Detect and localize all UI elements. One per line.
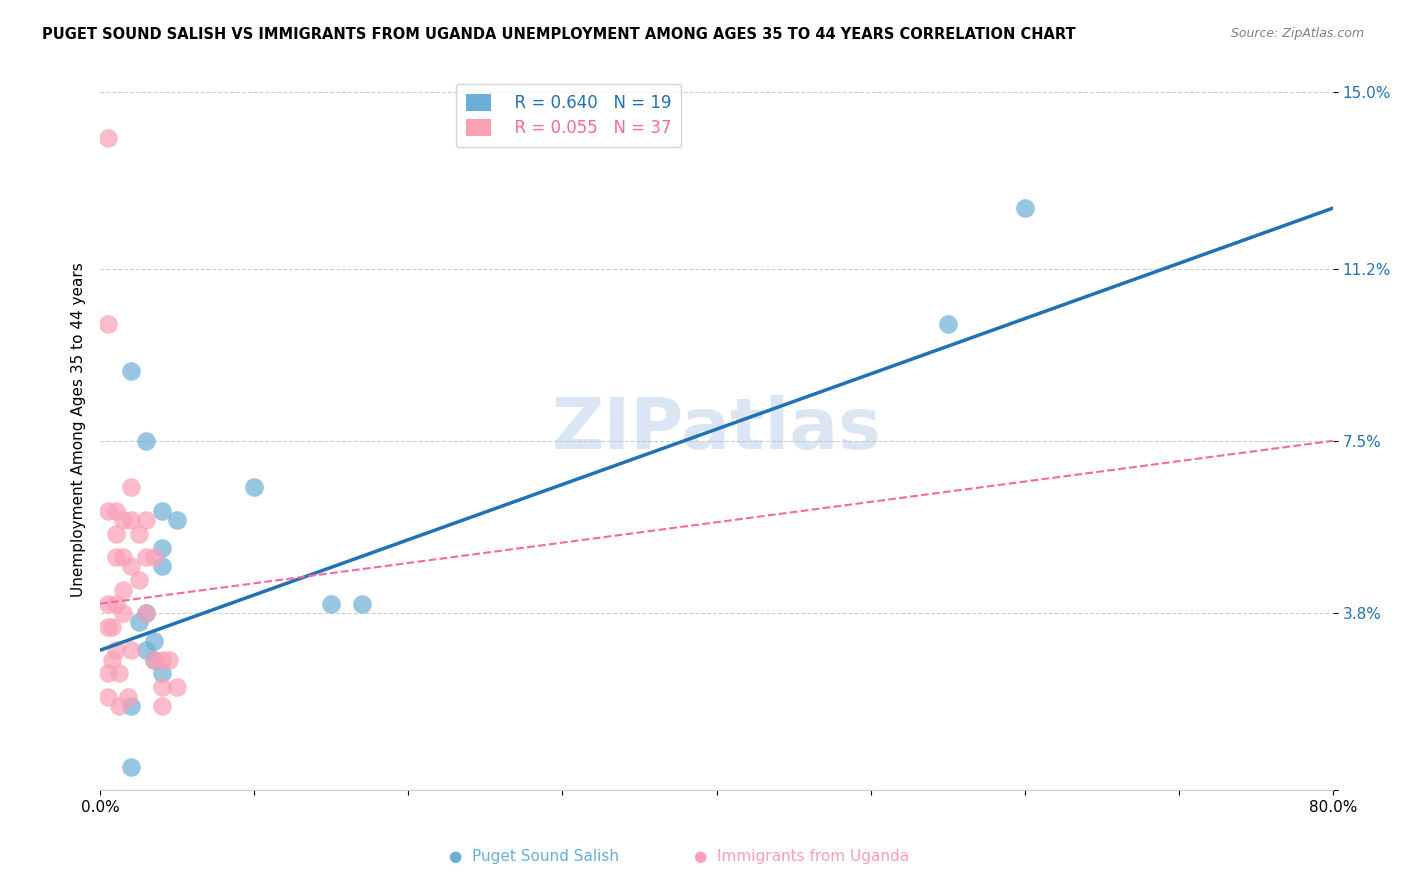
Point: [166, 513, 188, 527]
Point: [143, 634, 166, 648]
Text: Source: ZipAtlas.com: Source: ZipAtlas.com: [1230, 27, 1364, 40]
Point: [97, 131, 120, 145]
Point: [97, 503, 120, 517]
Point: [1014, 201, 1036, 215]
Point: [107, 699, 129, 714]
Text: PUGET SOUND SALISH VS IMMIGRANTS FROM UGANDA UNEMPLOYMENT AMONG AGES 35 TO 44 YE: PUGET SOUND SALISH VS IMMIGRANTS FROM UG…: [42, 27, 1076, 42]
Point: [352, 597, 374, 611]
Point: [107, 666, 129, 681]
Point: [135, 434, 157, 448]
Point: [97, 666, 120, 681]
Point: [143, 652, 166, 666]
Point: [120, 559, 142, 574]
Point: [120, 364, 142, 378]
Point: [321, 597, 343, 611]
Point: [243, 480, 266, 494]
Point: [150, 666, 173, 681]
Point: [135, 513, 157, 527]
Y-axis label: Unemployment Among Ages 35 to 44 years: Unemployment Among Ages 35 to 44 years: [72, 262, 86, 597]
Point: [112, 582, 135, 597]
Point: [135, 606, 157, 620]
Point: [120, 759, 142, 773]
Point: [104, 643, 127, 657]
Point: [135, 606, 157, 620]
Point: [104, 503, 127, 517]
Point: [104, 597, 127, 611]
Point: [120, 480, 142, 494]
Point: [104, 527, 127, 541]
Point: [150, 559, 173, 574]
Point: [101, 652, 124, 666]
Point: [150, 541, 173, 555]
Point: [143, 652, 166, 666]
Point: [143, 550, 166, 565]
Point: [97, 620, 120, 634]
Point: [150, 699, 173, 714]
Point: [112, 513, 135, 527]
Text: ●  Immigrants from Uganda: ● Immigrants from Uganda: [693, 849, 910, 863]
Point: [97, 597, 120, 611]
Point: [112, 606, 135, 620]
Point: [135, 643, 157, 657]
Text: ZIPatlas: ZIPatlas: [551, 394, 882, 464]
Legend:   R = 0.640   N = 19,   R = 0.055   N = 37: R = 0.640 N = 19, R = 0.055 N = 37: [456, 84, 682, 147]
Point: [97, 318, 120, 332]
Point: [112, 550, 135, 565]
Point: [120, 513, 142, 527]
Point: [97, 690, 120, 704]
Point: [166, 681, 188, 695]
Point: [150, 652, 173, 666]
Point: [128, 574, 150, 588]
Text: ●  Puget Sound Salish: ● Puget Sound Salish: [450, 849, 619, 863]
Point: [150, 681, 173, 695]
Point: [135, 550, 157, 565]
Point: [117, 690, 139, 704]
Point: [120, 699, 142, 714]
Point: [101, 620, 124, 634]
Point: [150, 503, 173, 517]
Point: [128, 527, 150, 541]
Point: [120, 643, 142, 657]
Point: [104, 550, 127, 565]
Point: [159, 652, 181, 666]
Point: [936, 318, 959, 332]
Point: [128, 615, 150, 630]
